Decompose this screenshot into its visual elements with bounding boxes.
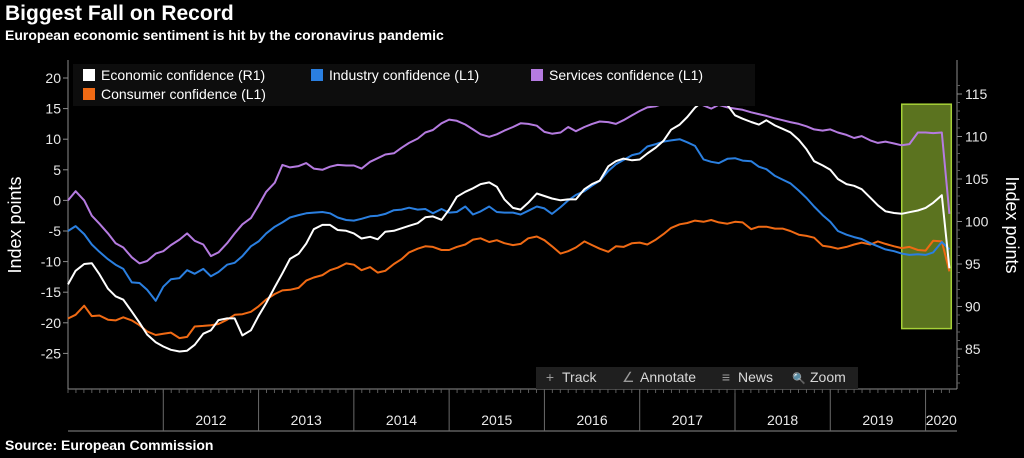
news-icon: ≡	[721, 369, 731, 385]
legend-item-economic: Economic confidence (R1)	[83, 67, 265, 83]
y-right-tick-label: 85	[965, 341, 981, 357]
y-left-tick-label: 0	[53, 192, 61, 208]
x-tick-label: 2014	[386, 412, 417, 428]
y-right-tick-label: 95	[965, 256, 981, 272]
legend-item-consumer: Consumer confidence (L1)	[83, 86, 266, 102]
x-axis: 2012 2013 2014 2015 2016 2017 2018 2019 2020	[67, 388, 957, 432]
track-label: Track	[562, 369, 597, 385]
annotate-label: Annotate	[640, 369, 697, 385]
y-right-tick-label: 115	[965, 86, 988, 102]
zoom-label: Zoom	[810, 369, 846, 385]
y-left-tick-label: 10	[45, 131, 61, 147]
x-tick-label: 2020	[926, 412, 957, 428]
y-left-tick-label: -20	[41, 315, 61, 331]
source-note: Source: European Commission	[5, 437, 214, 453]
y-left-tick-label: -25	[41, 345, 61, 361]
y-left-tick-label: 20	[45, 70, 61, 86]
chart-legend: Economic confidence (R1) Industry confid…	[73, 64, 755, 106]
y-axis-left: 20 15 10 5 0 -5 -10 -15 -20 -25	[41, 60, 69, 389]
y-axis-label-right: Index points	[1002, 176, 1022, 273]
magnifier-icon: 🔍	[792, 373, 806, 385]
y-left-tick-label: 15	[45, 101, 61, 117]
legend-label: Services confidence (L1)	[549, 67, 704, 83]
chart-title: Biggest Fall on Record	[5, 2, 234, 25]
y-left-tick-label: -5	[49, 223, 62, 239]
pencil-icon: ∠	[622, 369, 635, 385]
series-line-consumer	[67, 219, 951, 340]
y-left-tick-label: -15	[41, 284, 61, 300]
x-tick-label: 2016	[576, 412, 607, 428]
legend-item-services: Services confidence (L1)	[531, 67, 703, 83]
y-left-tick-label: 5	[53, 162, 61, 178]
legend-item-industry: Industry confidence (L1)	[311, 67, 479, 83]
series-layer	[67, 95, 951, 353]
series-line-industry	[67, 138, 951, 302]
y-right-tick-label: 90	[965, 299, 981, 315]
legend-swatch	[83, 69, 95, 81]
chart-subtitle: European economic sentiment is hit by th…	[5, 27, 444, 43]
y-left-tick-label: -10	[41, 254, 61, 270]
news-label: News	[738, 369, 774, 385]
y-right-tick-label: 100	[965, 214, 989, 230]
legend-swatch	[311, 69, 323, 81]
chart-toolbar: + Track ∠ Annotate ≡ News 🔍 Zoom	[536, 367, 858, 389]
series-line-services	[67, 95, 951, 265]
x-tick-label: 2013	[291, 412, 322, 428]
annotate-button[interactable]: ∠ Annotate	[622, 369, 696, 386]
y-right-tick-label: 110	[965, 129, 988, 145]
series-line-economic	[67, 95, 951, 353]
news-button[interactable]: ≡ News	[720, 369, 773, 385]
x-tick-label: 2015	[481, 412, 512, 428]
x-tick-label: 2018	[767, 412, 798, 428]
x-tick-label: 2017	[672, 412, 703, 428]
x-tick-label: 2019	[862, 412, 893, 428]
x-tick-label: 2012	[195, 412, 226, 428]
y-axis-label-left: Index points	[5, 176, 25, 273]
legend-label: Consumer confidence (L1)	[101, 86, 266, 102]
y-axis-right: 115 110 105 100 95 90 85	[956, 60, 989, 389]
legend-label: Industry confidence (L1)	[329, 67, 480, 83]
legend-swatch	[83, 88, 95, 100]
y-right-tick-label: 105	[965, 171, 989, 187]
crosshair-icon: +	[545, 369, 555, 385]
zoom-button[interactable]: 🔍 Zoom	[792, 369, 846, 385]
legend-label: Economic confidence (R1)	[101, 67, 266, 83]
legend-swatch	[531, 69, 543, 81]
track-button[interactable]: + Track	[544, 369, 597, 385]
